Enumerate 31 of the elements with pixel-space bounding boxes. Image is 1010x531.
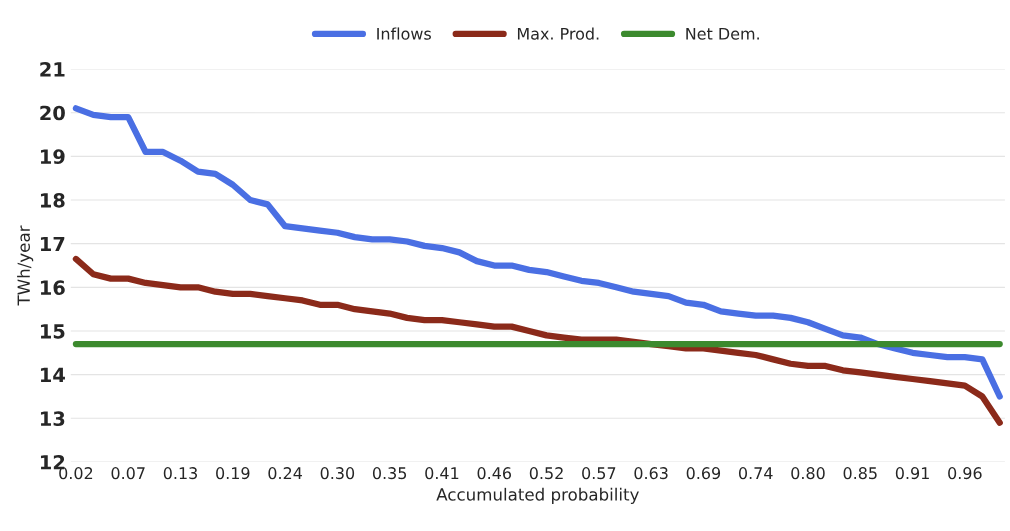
x-tick-label: 0.91 xyxy=(895,467,929,480)
legend-label: Net Dem. xyxy=(686,27,759,40)
y-axis-title: TWh/year xyxy=(17,225,34,306)
x-tick-label: 0.63 xyxy=(634,467,668,480)
y-tick-label: 19 xyxy=(40,149,65,165)
x-tick-label: 0.35 xyxy=(372,467,407,480)
x-tick-label: 0.85 xyxy=(843,467,877,480)
y-tick-label: 20 xyxy=(40,105,65,121)
y-tick-label: 13 xyxy=(40,411,65,426)
legend-label: Max. Prod. xyxy=(517,27,599,40)
x-tick-label: 0.46 xyxy=(477,467,512,480)
y-tick-label: 21 xyxy=(40,61,65,77)
x-tick-label: 0.96 xyxy=(948,467,982,480)
y-tick-label: 16 xyxy=(40,280,65,295)
y-tick-label: 14 xyxy=(40,367,65,383)
y-tick-label: 18 xyxy=(40,192,65,208)
x-axis-title: Accumulated probability xyxy=(436,487,639,504)
x-tick-label: 0.24 xyxy=(268,467,302,480)
x-tick-label: 0.19 xyxy=(216,467,250,480)
x-tick-label: 0.07 xyxy=(111,467,145,480)
x-tick-label: 0.74 xyxy=(738,467,773,480)
x-tick-label: 0.52 xyxy=(529,467,563,480)
y-tick-label: 15 xyxy=(40,324,65,339)
y-tick-label: 17 xyxy=(40,236,65,252)
x-tick-label: 0.57 xyxy=(582,467,616,480)
x-tick-label: 0.69 xyxy=(686,467,721,480)
x-tick-label: 0.13 xyxy=(163,467,198,480)
x-tick-label: 0.30 xyxy=(320,467,355,480)
legend-label: Inflows xyxy=(377,27,431,40)
x-tick-label: 0.80 xyxy=(791,467,825,480)
x-tick-label: 0.41 xyxy=(425,467,459,480)
